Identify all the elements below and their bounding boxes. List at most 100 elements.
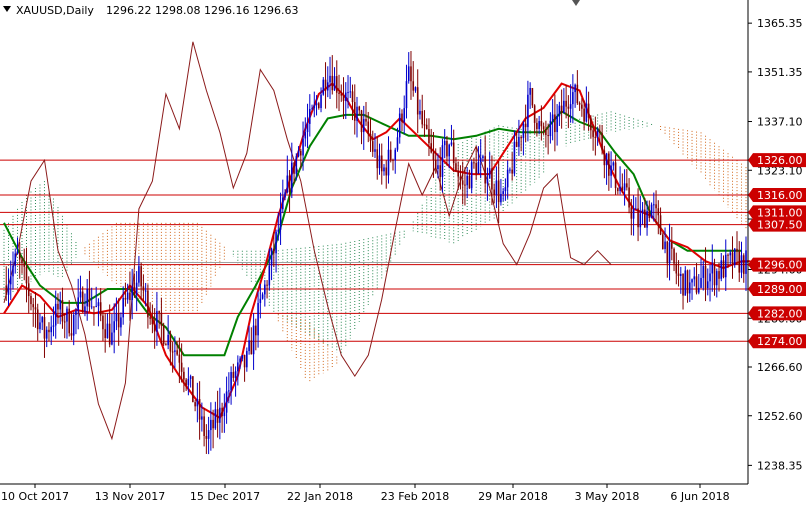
candle-body [167,334,169,346]
candle [313,91,316,118]
candle-body [93,306,95,308]
price-tick-label: 1238.35 [757,459,803,472]
level-label[interactable]: 1289.00 [748,282,806,297]
candle [650,202,653,219]
candle-body [259,298,262,304]
candle [522,120,525,156]
candle [641,202,644,225]
candle-body [432,152,435,161]
candle [108,304,111,348]
candle-body [230,372,232,391]
candle [688,269,691,303]
candle [192,376,194,403]
candle [68,300,71,337]
candle-body [437,165,439,170]
level-label[interactable]: 1326.00 [748,153,806,168]
candle [731,236,734,279]
level-label[interactable]: 1307.50 [748,217,806,232]
candle-body [353,102,356,121]
candle [619,166,621,195]
level-label[interactable]: 1274.00 [748,334,806,349]
candle [545,120,547,148]
candle-body [639,213,642,228]
candle-body [479,158,482,162]
candle [95,286,97,308]
candle [623,169,626,206]
candle [194,400,196,412]
candle [742,253,745,283]
candle [569,84,572,123]
candle-body [198,399,201,420]
candle [115,297,118,331]
candle-body [371,141,374,152]
candle [205,424,208,454]
level-label-background [748,282,806,297]
candle [736,231,738,265]
candle-body [650,204,653,218]
level-label[interactable]: 1296.00 [748,257,806,272]
candle-body [688,282,691,294]
candle-body [536,122,538,129]
candle [273,232,275,268]
candle [376,136,379,180]
candle-body [21,259,23,264]
candle-body [585,103,588,122]
candle-body [385,167,388,176]
candle [117,298,120,346]
chart-menu-arrow-icon[interactable] [3,6,11,12]
candle [353,84,356,135]
candle-body [563,100,565,114]
candle [25,247,28,303]
candle [684,266,687,296]
candle-body [403,108,406,122]
level-label[interactable]: 1316.00 [748,187,806,202]
level-label-text: 1307.50 [757,219,803,232]
candle [12,251,14,290]
candle-body [324,79,327,91]
candle [441,138,444,193]
candle-body [369,134,372,142]
candle [671,226,673,261]
candle-body [540,121,543,127]
candle-body [358,106,361,111]
candle [59,291,62,325]
candle [207,416,210,455]
candle [144,282,147,307]
shift-marker-icon[interactable] [572,0,580,6]
candle [706,268,709,296]
candle [241,355,244,362]
candle [369,118,372,152]
candle-body [156,311,158,332]
candle [349,76,352,99]
candle-body [30,296,32,305]
candle [151,304,154,334]
candle-body [129,292,131,301]
candle-body [518,136,520,147]
candle [475,147,477,181]
candle-body [317,103,320,109]
candle-body [25,266,28,284]
candle [147,284,149,329]
candle-body [398,113,401,138]
candle [360,109,363,145]
candle [16,237,19,255]
level-label[interactable]: 1311.00 [748,205,806,220]
candle-body [158,311,160,313]
candle [326,66,329,98]
candle [655,190,657,224]
candle-body [655,204,657,209]
candle [198,381,201,440]
candle-body [203,416,205,437]
candle-body [596,130,599,138]
level-label[interactable]: 1282.00 [748,306,806,321]
candle [165,342,167,346]
candle [383,164,385,176]
candle [610,151,612,188]
candle-body [41,317,44,323]
candle-body [511,169,513,174]
candle-body [297,150,300,157]
candle [599,124,601,143]
candle-body [320,94,322,109]
